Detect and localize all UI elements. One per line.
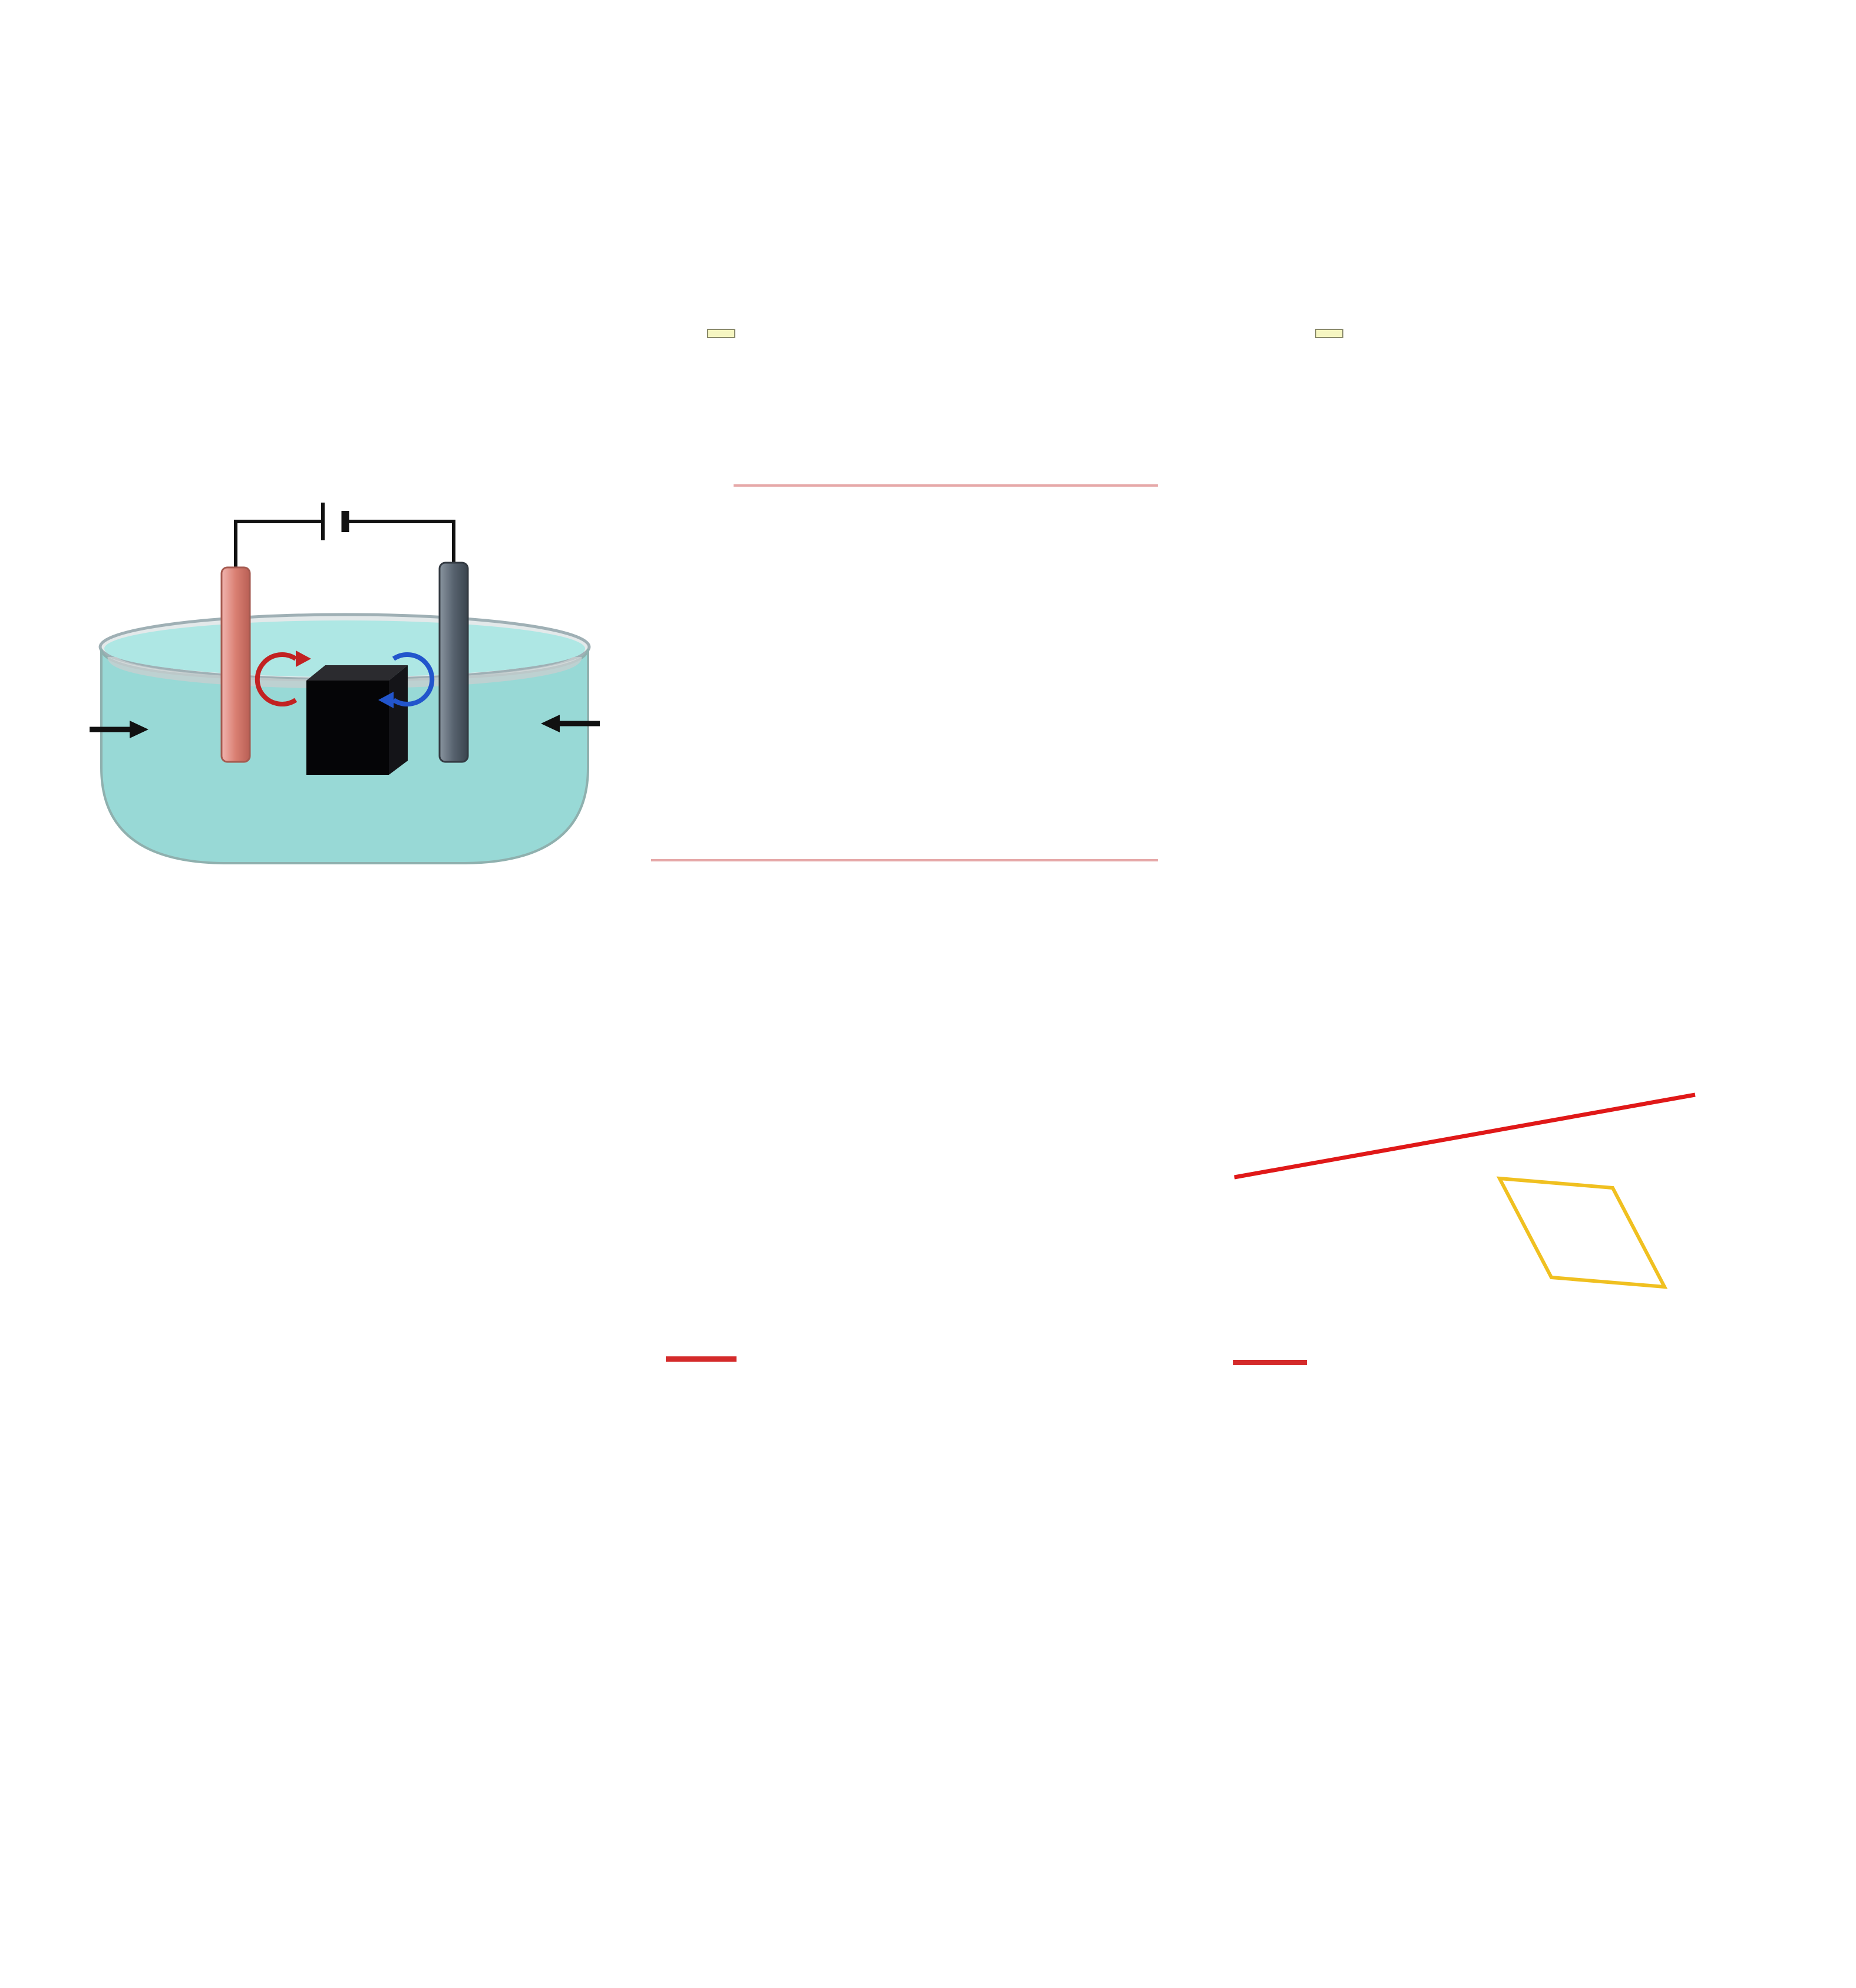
panel-f: [1223, 484, 1729, 861]
band-structure-monolayer: [1305, 21, 1829, 392]
cathode-electrode: [438, 562, 469, 763]
panel-b: [586, 6, 1155, 460]
band-structure-perfect: [233, 1464, 524, 1950]
panel-k: [622, 1438, 1010, 1988]
image-border-top: [651, 484, 1158, 487]
bp-crystal-side: [389, 665, 408, 775]
zigzag-side-view-structure: [183, 1279, 566, 1393]
panel-h: [651, 919, 1158, 1385]
flow-arrowhead-right: [541, 715, 560, 732]
line-profile-marker: [1234, 1092, 1696, 1180]
scale-bar: [1234, 815, 1352, 824]
tem-image-dark: [651, 484, 1158, 861]
bp-crystal-front: [306, 681, 389, 775]
band-structure-5layer: [698, 21, 1143, 392]
panel-d: [88, 482, 601, 874]
badge-monolayer: [1315, 329, 1343, 338]
bp-side-view-structure: [189, 339, 566, 457]
stm-image-atomic: [1223, 919, 1729, 1385]
panel-e: [651, 484, 1158, 861]
unit-cell-outline: [1496, 1176, 1668, 1289]
exfoliation-schematic: [90, 503, 600, 864]
badge-5layer: [707, 329, 735, 338]
defect-charge-density-structure: [1031, 1432, 1856, 1988]
anode-arrowhead: [296, 650, 311, 667]
cathode-reaction-arrow: [392, 652, 435, 706]
panel-i: [1223, 919, 1729, 1385]
tem-image-light: [1223, 484, 1729, 861]
label-notch: [1223, 484, 1305, 544]
image-border-bottom: [651, 859, 1158, 861]
scale-bar: [666, 1356, 737, 1362]
bp-crystal-top: [306, 665, 408, 681]
wire-right: [345, 520, 455, 567]
band-structure-defect: [683, 1464, 978, 1950]
panel-a: [82, 6, 577, 460]
panel-c: [1155, 6, 1856, 460]
cathode-arrowhead: [378, 692, 394, 708]
label-notch: [1223, 919, 1305, 979]
stm-overlay: [1234, 1092, 1696, 1289]
label-notch: [651, 484, 734, 544]
panel-j: [82, 1438, 566, 1988]
panel-g: [82, 928, 577, 1399]
anode-electrode: [220, 566, 251, 763]
scale-bar: [1084, 784, 1146, 790]
anode-reaction-arrow: [255, 652, 298, 706]
wire-left: [234, 520, 323, 573]
label-notch: [651, 919, 734, 979]
honeycomb-top-view-structure: [159, 960, 566, 1279]
flow-arrowhead-left: [130, 721, 148, 738]
bp-top-view-structure: [171, 34, 560, 364]
stm-image-large: [651, 919, 1158, 1385]
scale-bar: [1233, 1360, 1307, 1365]
panel-l: [1031, 1432, 1856, 1988]
